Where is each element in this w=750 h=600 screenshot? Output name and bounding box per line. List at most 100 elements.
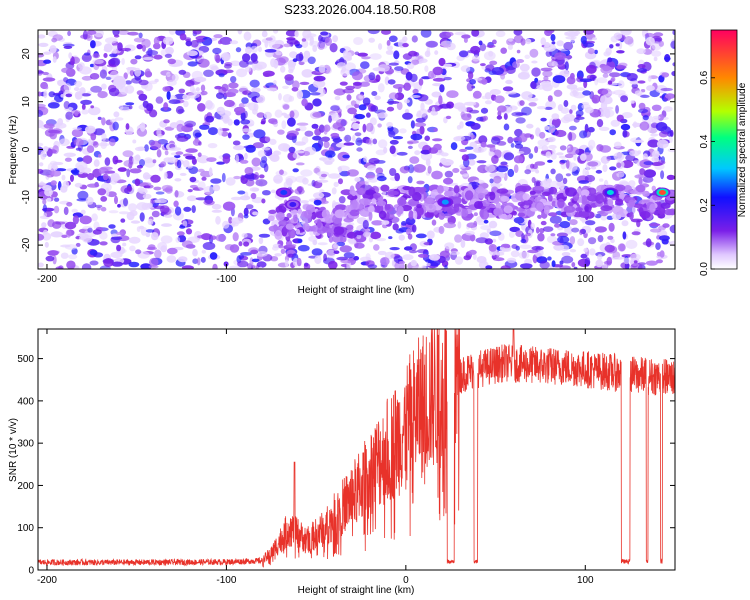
- spectrogram-cell: [176, 135, 189, 142]
- spectrogram-cell: [254, 64, 263, 71]
- spectrogram-cell: [134, 146, 146, 152]
- spectrogram-cell: [551, 113, 560, 120]
- spectrogram-cell: [660, 87, 673, 92]
- spectrogram-cell: [664, 93, 675, 99]
- spectrogram-cell: [74, 91, 83, 100]
- spectrogram-cell: [631, 231, 641, 236]
- colorbar-bar: [710, 29, 738, 270]
- spectrogram-signal-cell: [334, 209, 345, 219]
- spectrogram-cell: [86, 145, 95, 154]
- spectrogram-signal-cell: [376, 200, 387, 207]
- spectrogram-cell: [637, 80, 646, 84]
- spectrogram-cell: [417, 253, 429, 258]
- spectrogram-cell: [174, 206, 182, 216]
- y-tick-label: 10: [21, 96, 32, 108]
- spectrogram-cell: [634, 174, 646, 179]
- spectrogram-cell: [668, 136, 673, 144]
- spectrogram-cell: [123, 197, 128, 207]
- spectrogram-signal-cell: [268, 209, 277, 214]
- y-tick-label: -10: [21, 190, 32, 205]
- spectrogram-cell: [480, 107, 489, 114]
- spectrogram-cell: [365, 174, 375, 179]
- spectrogram-cell: [372, 138, 378, 145]
- spectrogram-cell: [455, 135, 466, 141]
- spectrogram-cell: [443, 222, 457, 229]
- spectrogram-cell: [287, 253, 294, 258]
- spectrogram-cell: [427, 70, 435, 80]
- spectrogram-cell: [135, 249, 142, 255]
- y-tick-label: 200: [17, 481, 34, 492]
- spectrogram-cell: [424, 135, 431, 142]
- spectrogram-cell: [289, 110, 295, 119]
- spectrogram-cell: [489, 178, 494, 184]
- spectrogram-cell: [253, 129, 266, 139]
- spectrogram-cell: [208, 167, 213, 177]
- spectrogram-cell: [587, 48, 595, 55]
- spectrogram-cell: [482, 115, 488, 121]
- spectrogram-cell: [399, 128, 407, 134]
- spectrogram-signal-cell: [628, 199, 635, 207]
- spectrogram-cell: [140, 227, 148, 236]
- spectrogram-cell: [295, 53, 304, 62]
- spectrogram-cell: [166, 255, 177, 263]
- spectrogram-cell: [356, 147, 363, 152]
- spectrogram-cell: [406, 228, 411, 236]
- spectrogram-cell: [97, 188, 107, 196]
- spectrogram-cell: [89, 73, 100, 80]
- spectrogram-cell: [503, 123, 510, 131]
- spectrogram-cell: [134, 67, 142, 77]
- spectrogram-cell: [300, 200, 309, 204]
- spectrogram-cell: [269, 138, 277, 145]
- spectrogram-cell: [389, 168, 397, 176]
- spectrogram-cell: [309, 40, 320, 47]
- spectrogram-cell: [259, 174, 265, 179]
- spectrogram-cell: [556, 152, 564, 156]
- spectrogram-signal-cell: [607, 198, 614, 207]
- spectrogram-cell: [545, 50, 552, 57]
- spectrogram-cell: [500, 265, 511, 269]
- spectrogram-signal-cell: [578, 211, 590, 218]
- spectrogram-cell: [425, 158, 431, 166]
- spectrogram-cell: [140, 263, 152, 269]
- spectrogram-cell: [62, 43, 75, 47]
- spectrogram-cell: [613, 89, 626, 96]
- spectrogram-cell: [583, 30, 594, 35]
- spectrogram-cell: [605, 106, 614, 110]
- spectrogram-cell: [252, 142, 264, 149]
- spectrogram-cell: [543, 43, 556, 52]
- spectrogram-cell: [649, 228, 662, 233]
- spectrogram-cell: [626, 73, 638, 81]
- spectrogram-cell: [407, 145, 413, 149]
- spectrogram-cell: [615, 65, 627, 70]
- spectrogram-cell: [83, 52, 91, 56]
- spectrogram-cell: [512, 137, 522, 142]
- spectrogram-cell: [212, 47, 222, 55]
- spectrogram-cell: [61, 67, 71, 74]
- spectrogram-cell: [205, 115, 215, 123]
- spectrogram-cell: [606, 256, 613, 266]
- spectrogram-cell: [215, 234, 227, 242]
- spectrogram-cell: [346, 94, 352, 101]
- spectrogram-signal-cell: [297, 208, 303, 215]
- spectrogram-cell: [367, 264, 378, 269]
- spectrogram-signal-cell: [474, 201, 483, 209]
- spectrogram-cell: [252, 59, 259, 64]
- spectrogram-cell: [313, 167, 320, 174]
- spectrogram-signal-cell: [495, 202, 501, 209]
- spectrogram-cell: [177, 108, 185, 114]
- spectrogram-cell: [468, 109, 480, 114]
- spectrogram-cell: [524, 169, 531, 175]
- spectrogram-signal-cell: [303, 209, 313, 219]
- spectrogram-cell: [278, 93, 282, 101]
- spectrogram-cell: [375, 74, 381, 82]
- spectrogram-cell: [662, 223, 670, 228]
- spectrogram-cell: [99, 241, 108, 246]
- spectrogram-cell: [568, 131, 573, 141]
- spectrogram-cell: [430, 111, 439, 116]
- spectrogram-cell: [154, 198, 167, 204]
- spectrogram-cell: [651, 104, 662, 112]
- spectrogram-cell: [629, 253, 641, 261]
- spectrogram-cell: [645, 260, 658, 266]
- spectrogram-cell: [336, 62, 347, 69]
- spectrogram-cell: [476, 116, 485, 122]
